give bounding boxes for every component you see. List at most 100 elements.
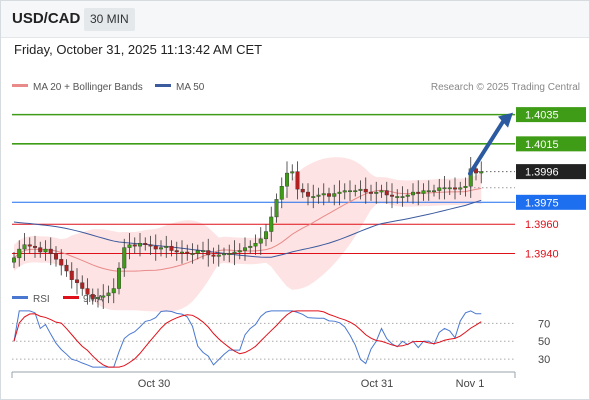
level-tag-bg-1.3975 — [516, 194, 586, 210]
candle-39 — [216, 244, 221, 267]
candle-17 — [101, 284, 106, 309]
candle-body — [348, 190, 353, 193]
candle-body — [274, 199, 279, 218]
candle-body — [421, 190, 426, 194]
candle-body — [158, 247, 163, 250]
candle-body — [458, 187, 463, 190]
candle-73 — [395, 189, 400, 204]
candle-35 — [195, 244, 200, 260]
rsi-line — [13, 310, 482, 368]
ma20-legend-swatch — [12, 84, 28, 87]
candle-body — [11, 257, 16, 263]
candle-body — [363, 188, 368, 193]
candle-28 — [158, 240, 163, 257]
candle-34 — [190, 243, 195, 264]
candle-71 — [384, 181, 389, 204]
projection-arrow — [468, 112, 513, 176]
candle-body — [64, 264, 69, 272]
level-tag-bg-1.3996 — [516, 164, 586, 180]
candle-76 — [411, 183, 416, 204]
candle-61 — [332, 184, 337, 206]
candle-18 — [106, 285, 111, 304]
candle-21 — [122, 238, 127, 277]
candle-body — [54, 253, 59, 260]
candle-body — [411, 191, 416, 196]
candle-84 — [453, 177, 458, 200]
candle-19 — [111, 278, 116, 304]
candle-body — [395, 196, 400, 198]
candle-body — [437, 187, 442, 191]
candle-body — [101, 295, 106, 298]
candle-body — [137, 243, 142, 247]
candle-body — [384, 190, 389, 196]
candle-body — [122, 247, 127, 269]
candle-65 — [353, 184, 358, 197]
candle-40 — [221, 247, 226, 261]
candle-36 — [200, 241, 205, 260]
candle-22 — [127, 233, 132, 260]
x-tick-label-nov1: Nov 1 — [456, 378, 485, 390]
candle-body — [264, 231, 269, 240]
candle-81 — [437, 178, 442, 200]
candle-body — [174, 250, 179, 253]
candle-body — [248, 245, 253, 248]
candle-body — [316, 194, 321, 197]
candle-body — [390, 194, 395, 197]
candle-9 — [59, 249, 64, 276]
candle-body — [468, 168, 473, 187]
candle-body — [232, 251, 237, 254]
ma9-legend-label: 9MA — [83, 294, 104, 305]
bollinger-band-area — [14, 157, 482, 313]
candlesticks — [11, 157, 484, 309]
rsi-tick-50: 50 — [538, 336, 550, 348]
level-tag-1.3996: 1.3996 — [525, 167, 559, 179]
candle-body — [185, 251, 190, 254]
candle-body — [405, 194, 410, 197]
candle-23 — [132, 237, 137, 254]
candle-56 — [306, 183, 311, 206]
candle-body — [416, 191, 421, 194]
candle-body — [48, 248, 53, 254]
candle-body — [242, 247, 247, 251]
candle-42 — [232, 240, 237, 266]
candle-52 — [285, 161, 290, 198]
ma50-legend-swatch — [155, 84, 171, 87]
level-tag-1.4015: 1.4015 — [525, 139, 559, 151]
candle-body — [80, 282, 85, 289]
timeframe-badge[interactable]: 30 MIN — [84, 8, 135, 31]
top-bar: USD/CAD 30 MIN — [1, 1, 589, 38]
candle-1 — [17, 240, 22, 267]
candle-68 — [369, 184, 374, 201]
candle-70 — [379, 184, 384, 198]
candle-72 — [390, 183, 395, 209]
candle-body — [295, 171, 300, 190]
candle-body — [33, 245, 38, 248]
candle-body — [453, 187, 458, 190]
ma20-line — [13, 187, 482, 272]
candle-body — [22, 244, 27, 250]
ma9-legend-swatch — [63, 296, 79, 299]
level-tag-bg-1.4015 — [516, 136, 586, 152]
candle-3 — [27, 237, 32, 254]
candle-body — [300, 188, 305, 193]
candle-body — [374, 191, 379, 194]
candle-33 — [185, 244, 190, 261]
candle-body — [227, 253, 232, 255]
price-level-labels: 1.4035 1.4015 1.3996 1.3975 1.3960 1.3940 — [516, 107, 586, 260]
candle-body — [17, 248, 22, 259]
x-tick-label-oct31: Oct 31 — [361, 378, 393, 390]
candle-60 — [327, 187, 332, 203]
pair-title: USD/CAD — [12, 10, 81, 27]
candle-body — [306, 191, 311, 197]
candle-body — [132, 244, 137, 247]
candle-body — [59, 259, 64, 266]
candle-26 — [148, 235, 153, 255]
candle-64 — [348, 180, 353, 201]
candle-body — [442, 187, 447, 190]
candle-30 — [169, 240, 174, 257]
projection-arrow-shaft — [468, 119, 505, 176]
credit-label: Research © 2025 Trading Central — [431, 82, 580, 93]
candle-body — [211, 254, 216, 257]
candle-body — [290, 171, 295, 174]
